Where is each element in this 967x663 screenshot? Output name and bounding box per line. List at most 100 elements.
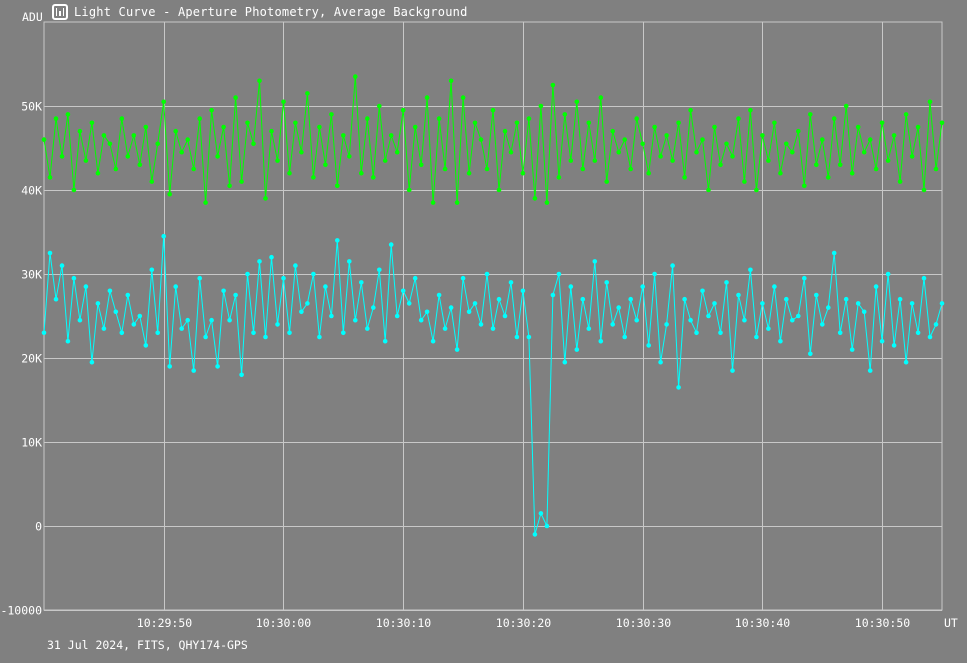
data-point [209,107,214,113]
data-point [760,301,765,306]
data-point [89,359,95,365]
data-point [712,124,717,130]
data-point [335,238,340,243]
data-point [885,271,891,277]
data-point [640,141,645,147]
data-point [101,326,107,331]
data-point [209,317,214,323]
data-point [604,280,609,285]
data-point [730,154,735,159]
data-point [233,95,238,100]
data-point [502,313,508,319]
data-point [382,158,388,163]
data-point [251,141,256,147]
data-point [281,275,286,281]
data-point [903,359,909,365]
data-point [293,120,298,126]
data-point [574,99,580,105]
data-point [903,112,909,117]
app-icon [52,4,68,20]
data-point [742,179,747,184]
data-point [861,149,867,155]
data-point [113,166,119,172]
data-point [496,296,502,302]
data-point [197,116,202,121]
data-point [909,301,915,306]
data-point [89,120,95,126]
data-point [269,128,274,134]
data-point [664,133,669,138]
data-point [418,317,424,323]
data-point [454,347,460,352]
title-bar: Light Curve - Aperture Photometry, Avera… [52,3,468,21]
data-point [730,368,735,373]
data-point [293,263,298,268]
data-point [77,128,83,134]
data-point [245,120,250,126]
data-point [125,292,131,298]
data-point [448,305,454,310]
data-point [933,322,939,327]
data-point [676,120,681,126]
data-point [897,179,903,184]
data-point [670,158,675,163]
y-tick-label: 40K [21,184,42,198]
data-point [736,292,741,298]
data-point [329,112,334,117]
data-point [143,343,149,348]
data-point [71,275,77,281]
data-point [670,263,675,268]
data-point [598,338,604,344]
data-point [814,292,819,298]
data-point [215,154,220,159]
data-point [748,107,753,113]
data-point [873,284,879,289]
data-point [137,162,143,168]
y-tick-label: -10000 [0,604,42,618]
y-tick-label: 10K [21,436,42,450]
series-line [43,236,943,535]
x-tick-label: 10:30:20 [496,616,551,630]
data-point [484,166,490,172]
data-point [544,523,550,529]
data-point [239,179,244,184]
data-point [885,158,891,163]
data-point [867,137,873,142]
data-point [933,166,939,172]
x-tick-label: 10:30:00 [256,616,311,630]
data-point [802,183,807,189]
data-point [263,334,268,340]
data-point [562,112,568,117]
data-point [442,166,448,172]
data-point [155,141,160,147]
data-point [107,141,113,147]
data-point [203,334,208,340]
data-point [53,116,59,121]
data-point [257,78,262,84]
data-point [640,284,645,289]
data-point [790,317,795,323]
data-point [287,330,292,336]
data-point [598,95,604,100]
x-tick-label: 10:30:40 [735,616,790,630]
data-point [754,187,759,193]
data-point [586,326,592,331]
data-point [251,330,256,336]
data-point [335,183,340,189]
data-point [628,296,633,302]
data-point [119,330,125,336]
data-point [616,305,621,310]
data-point [353,74,358,79]
data-point [508,149,514,155]
data-point [826,305,831,310]
data-point [921,275,927,281]
data-point [221,288,226,294]
data-point [580,296,586,302]
data-point [610,322,615,327]
data-point [442,326,448,331]
data-point [514,120,520,126]
data-point [101,133,107,138]
data-point [694,149,699,155]
data-point [496,187,502,193]
